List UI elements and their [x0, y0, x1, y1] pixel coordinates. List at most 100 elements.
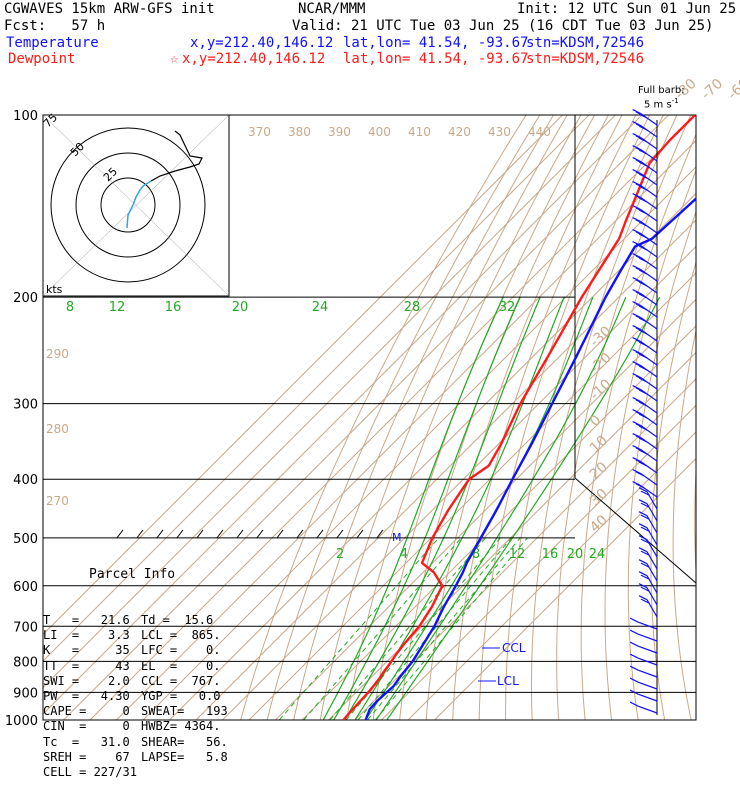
isotherm — [382, 115, 740, 720]
dry-adiabat — [628, 115, 732, 720]
moist-adiabat-label: 12 — [109, 300, 126, 315]
wind-barb — [633, 266, 657, 281]
parcel-info-left: CAPE = 0 — [43, 704, 141, 719]
parcel-info-left: CIN = 0 — [43, 719, 141, 734]
parcel-info-left: SWI = 2.0 — [43, 674, 141, 689]
parcel-info-left: LI = 3.3 — [43, 628, 141, 643]
isotherm-label: -60 — [725, 76, 740, 103]
parcel-info-left: CELL = 227/31 — [43, 765, 141, 780]
pressure-tick-label: 200 — [13, 291, 38, 306]
pressure-tick-label: 900 — [13, 686, 38, 701]
parcel-info-right: LFC = 0. — [141, 643, 220, 657]
barb-key-units-exponent: -1 — [672, 97, 679, 105]
isotherm-label: -70 — [698, 76, 726, 103]
barb-key-units-text: 5 m s — [644, 99, 672, 110]
isotherm — [249, 115, 740, 720]
mixing-ratio-label: 8 — [472, 547, 480, 562]
theta-label: 430 — [488, 125, 511, 139]
barb-key-title: Full barb: — [638, 86, 685, 96]
wind-barb — [633, 254, 657, 269]
wind-barb — [630, 654, 657, 665]
wind-barb — [633, 194, 657, 209]
pressure-tick-label: 500 — [13, 532, 38, 547]
series-dewpoint — [343, 115, 695, 720]
parcel-info-right: YGP = 0.0 — [141, 689, 220, 703]
isotherm — [170, 115, 740, 720]
dry-adiabat — [737, 115, 740, 720]
parcel-info-right: Td = 15.6 — [141, 613, 213, 627]
moist-adiabat-label: 24 — [312, 300, 329, 315]
parcel-info-right: HWBZ= 4364. — [141, 719, 220, 733]
barb-key: Full barb: 5 m s-1 — [638, 86, 685, 110]
parcel-info-left: PW = 4.30 — [43, 689, 141, 704]
parcel-info-title: Parcel Info — [43, 567, 228, 582]
forecast-hour: Fcst: 57 h — [4, 18, 105, 34]
mixing-ratio-label: 4 — [400, 547, 408, 562]
parcel-info-left: K = 35 — [43, 643, 141, 658]
legend-dewpoint-station: stn=KDSM,72546 — [526, 51, 644, 67]
hodograph-units: kts — [46, 283, 63, 296]
mixing-ratio-label: 24 — [589, 547, 606, 562]
wind-barb — [630, 666, 657, 677]
legend-temperature-station: stn=KDSM,72546 — [526, 35, 644, 51]
parcel-info-left: SREH = 67 — [43, 750, 141, 765]
wind-barb — [633, 146, 657, 161]
isotherm — [143, 115, 740, 720]
isotherm-label: 0 — [587, 412, 604, 430]
barb-key-units: 5 m s-1 — [638, 96, 685, 110]
theta-label: 420 — [448, 125, 471, 139]
isotherm — [196, 115, 740, 720]
level-hatch — [337, 530, 343, 538]
valid-time: Valid: 21 UTC Tue 03 Jun 25 (16 CDT Tue … — [292, 18, 713, 34]
mixing-ratio-label: 20 — [567, 547, 584, 562]
level-hatch — [237, 530, 243, 538]
theta-label: 410 — [408, 125, 431, 139]
moist-adiabat — [376, 297, 626, 720]
wind-barb — [633, 374, 657, 389]
theta-label: 390 — [328, 125, 351, 139]
wind-barb — [633, 422, 657, 437]
dry-adiabat — [716, 115, 740, 720]
legend-dewpoint-marker: ☆ — [170, 51, 178, 67]
pressure-tick-label: 700 — [13, 620, 38, 635]
isotherm-label: -10 — [587, 376, 615, 403]
wind-barb — [639, 596, 657, 617]
legend-dewpoint-name: Dewpoint — [8, 51, 75, 67]
mixing-ratio-label: 2 — [336, 547, 344, 562]
legend-dewpoint-latlon: lat,lon= 41.54, -93.67 — [343, 51, 528, 67]
pressure-tick-label: 1000 — [5, 714, 38, 729]
theta-label-left: 270 — [46, 494, 69, 508]
isotherm — [329, 115, 740, 720]
parcel-info-right: CCL = 767. — [141, 674, 220, 688]
isotherm — [276, 115, 740, 720]
org-label: NCAR/MMM — [298, 1, 365, 17]
isotherm-label: 20 — [587, 459, 611, 483]
moist-adiabat-label: 32 — [499, 300, 516, 315]
moist-adiabat — [334, 297, 520, 720]
parcel-info-right: LAPSE= 5.8 — [141, 750, 228, 764]
pressure-tick-label: 400 — [13, 473, 38, 488]
mixing-ratio-label: 12 — [509, 547, 526, 562]
parcel-info-right: SHEAR= 56. — [141, 735, 228, 749]
parcel-info-left: TT = 43 — [43, 659, 141, 674]
legend-temperature-latlon: lat,lon= 41.54, -93.67 — [343, 35, 528, 51]
wind-barb — [630, 690, 657, 701]
legend-temperature-name: Temperature — [6, 35, 99, 51]
parcel-info-right: EL = 0. — [141, 659, 220, 673]
level-hatch — [277, 530, 283, 538]
theta-label: 440 — [528, 125, 551, 139]
theta-label-left: 290 — [46, 347, 69, 361]
model-title: CGWAVES 15km ARW-GFS init — [4, 1, 215, 17]
mixing-ratio-label: 16 — [542, 547, 559, 562]
moist-adiabat-label: 16 — [165, 300, 182, 315]
